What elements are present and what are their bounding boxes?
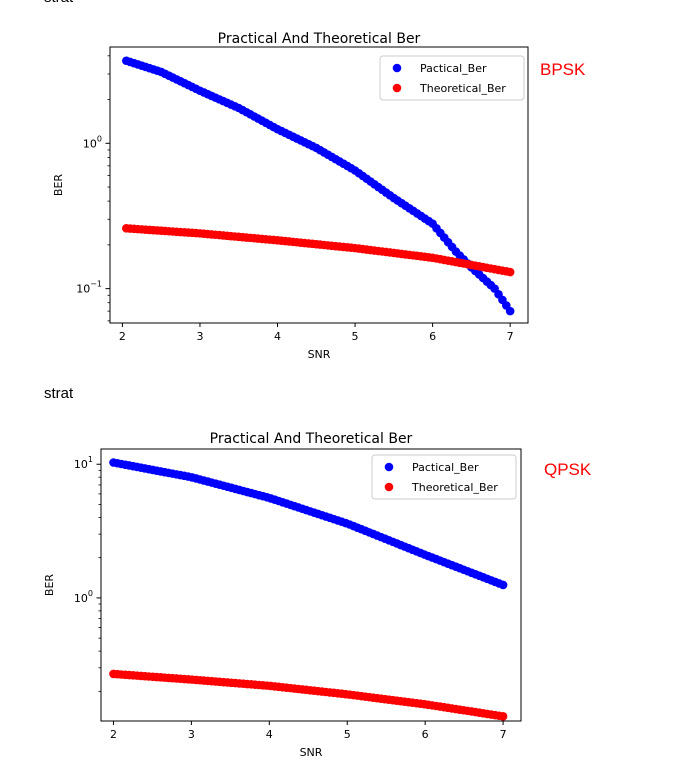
- legend-entry: Pactical_Ber: [420, 62, 487, 75]
- x-axis-label: SNR: [300, 746, 323, 759]
- y-tick-label: 100: [74, 589, 93, 605]
- strat-text-mid: strat: [44, 385, 74, 402]
- theoretical-point: [505, 267, 515, 277]
- plot-area-frame: [100, 448, 522, 722]
- legend-box: [379, 55, 525, 101]
- x-tick-label: 6: [422, 728, 429, 741]
- legend-entry: Pactical_Ber: [412, 461, 479, 474]
- x-tick-label: 5: [352, 330, 359, 343]
- y-tick-label: 101: [74, 455, 93, 471]
- plot-area-frame: [109, 46, 529, 324]
- qpsk-ber-chart: Practical And Theoretical Ber 2 3 4 5 6 7 101 10…: [43, 431, 522, 759]
- legend-marker: [384, 482, 394, 492]
- legend-marker: [392, 63, 402, 73]
- x-axis-label: SNR: [308, 348, 331, 361]
- legend: Pactical_Ber Theoretical_Ber: [379, 55, 525, 101]
- x-tick-label: 4: [266, 728, 273, 741]
- series-practical: [121, 56, 515, 316]
- x-tick-label: 5: [344, 728, 351, 741]
- legend-marker: [392, 83, 402, 93]
- y-tick-label: 10−1: [76, 280, 102, 296]
- theoretical-point: [498, 712, 508, 721]
- y-axis-label: BER: [52, 174, 65, 196]
- legend-marker: [384, 462, 394, 472]
- bpsk-ber-chart: Practical And Theoretical Ber 2 3 4 5 6 7 100 10…: [52, 31, 529, 361]
- series-practical: [109, 458, 508, 590]
- x-tick-label: 3: [188, 728, 195, 741]
- x-tick-label: 2: [119, 330, 126, 343]
- x-tick-label: 7: [500, 728, 507, 741]
- chart-title: Practical And Theoretical Ber: [210, 431, 413, 447]
- qpsk-label: QPSK: [544, 460, 592, 479]
- practical-point: [505, 306, 515, 316]
- y-axis-label: BER: [43, 574, 56, 596]
- x-tick-label: 2: [110, 728, 117, 741]
- strat-text-top: strat: [44, 0, 73, 6]
- legend-entry: Theoretical_Ber: [419, 82, 506, 95]
- x-tick-label: 3: [196, 330, 203, 343]
- series-theoretical: [109, 669, 508, 721]
- legend: Pactical_Ber Theoretical_Ber: [371, 454, 517, 500]
- legend-entry: Theoretical_Ber: [411, 481, 498, 494]
- practical-point: [498, 580, 508, 590]
- legend-box: [371, 454, 517, 500]
- x-tick-label: 7: [507, 330, 514, 343]
- x-tick-label: 6: [429, 330, 436, 343]
- series-theoretical: [121, 224, 515, 277]
- y-tick-label: 100: [83, 134, 102, 150]
- bpsk-label: BPSK: [540, 60, 586, 79]
- x-tick-label: 4: [274, 330, 281, 343]
- chart-title: Practical And Theoretical Ber: [218, 31, 421, 47]
